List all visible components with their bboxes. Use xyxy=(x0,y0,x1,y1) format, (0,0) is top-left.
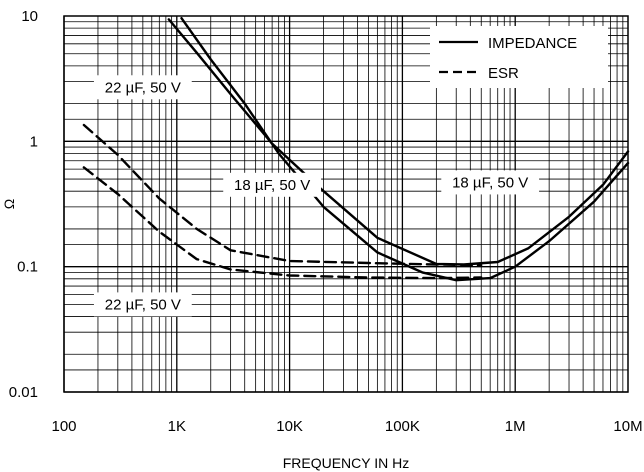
y-tick-label: 1 xyxy=(30,133,38,150)
x-tick-label: 100K xyxy=(385,418,420,435)
annotation-layer: 22 µF, 50 V 18 µF, 50 V 18 µF, 50 V 22 µF, … xyxy=(93,75,540,317)
legend-impedance-label: IMPEDANCE xyxy=(488,35,577,52)
annotation-box xyxy=(223,172,322,197)
annotation-box xyxy=(441,170,540,195)
plot-frame xyxy=(63,15,629,393)
x-tick-label: 1K xyxy=(168,418,186,435)
impedance-curve-2 xyxy=(180,17,630,282)
legend: IMPEDANCE ESR xyxy=(430,26,608,88)
annotation-label: 18 µF, 50 V xyxy=(452,174,528,191)
x-tick-label: 10K xyxy=(276,418,303,435)
annotation-box xyxy=(93,292,192,317)
legend-box xyxy=(430,26,608,88)
annotation-label: 22 µF, 50 V xyxy=(105,79,181,96)
y-tick-label: 10 xyxy=(21,8,38,25)
series-layer xyxy=(82,17,630,282)
x-tick-label: 1M xyxy=(505,418,526,435)
x-axis-label: FREQUENCY IN Hz xyxy=(283,455,410,471)
y-tick-labels: 10 1 0.1 0.01 xyxy=(9,8,38,401)
annotation-label: 22 µF, 50 V xyxy=(105,296,181,313)
esr-curve-4 xyxy=(82,166,483,280)
annotation-label: 18 µF, 50 V xyxy=(234,177,310,194)
y-tick-label: 0.1 xyxy=(17,259,38,276)
x-tick-labels: 100 1K 10K 100K 1M 10M xyxy=(51,418,642,435)
legend-esr-label: ESR xyxy=(488,65,519,82)
y-axis-label: Ω xyxy=(1,199,17,209)
x-tick-label: 10M xyxy=(613,418,642,435)
esr-curve-3 xyxy=(82,123,483,267)
x-tick-label: 100 xyxy=(51,418,76,435)
y-tick-label: 0.01 xyxy=(9,384,38,401)
annotation-box xyxy=(93,75,192,100)
